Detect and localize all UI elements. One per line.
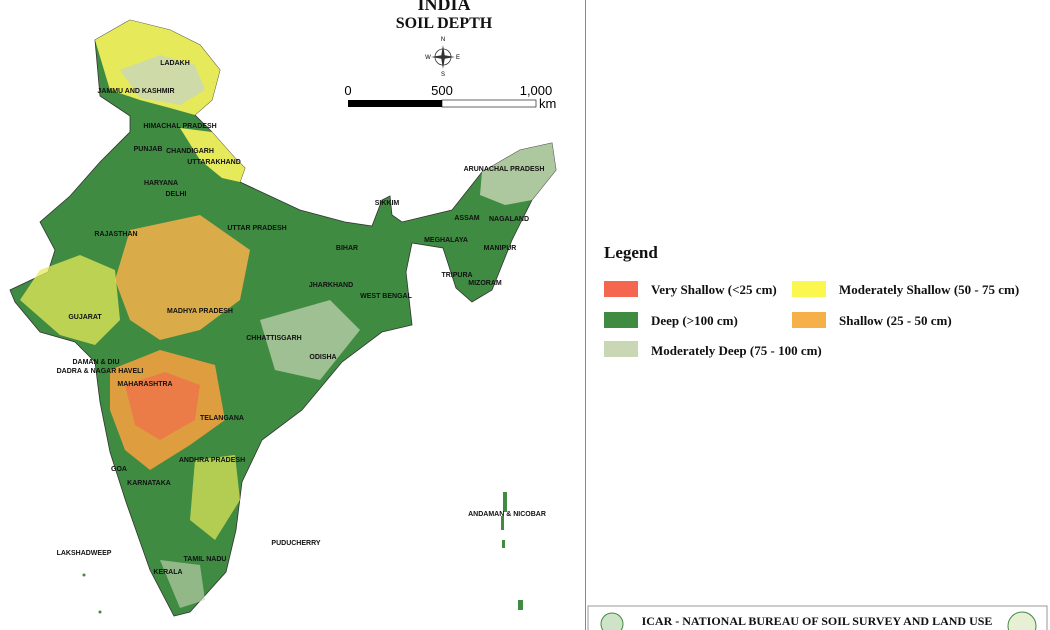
footer: ICAR - NATIONAL BUREAU OF SOIL SURVEY AN… — [587, 605, 1048, 630]
state-label: CHHATTISGARH — [246, 335, 301, 342]
scale-label: 500 — [431, 83, 453, 98]
compass-star — [431, 45, 455, 69]
zone-very-shallow — [125, 372, 200, 440]
state-label: ARUNACHAL PRADESH — [464, 166, 545, 173]
state-label: DELHI — [166, 191, 187, 198]
island — [98, 610, 102, 614]
map-title: INDIA — [417, 0, 470, 14]
state-label: ANDHRA PRADESH — [179, 457, 245, 464]
state-label: PUNJAB — [134, 146, 163, 153]
island — [503, 492, 507, 512]
state-label: ASSAM — [454, 215, 479, 222]
state-label: HARYANA — [144, 180, 178, 187]
compass-s: S — [441, 72, 445, 78]
state-label: BIHAR — [336, 245, 358, 252]
legend-title: Legend — [604, 243, 658, 262]
state-label: DADRA & NAGAR HAVELI — [57, 368, 144, 375]
legend-label: Shallow (25 - 50 cm) — [839, 313, 952, 328]
footer-box — [587, 605, 1048, 630]
state-label: MADHYA PRADESH — [167, 308, 233, 315]
zone-moderately-deep — [480, 143, 556, 205]
scale-unit: km — [539, 96, 556, 111]
compass-n: N — [441, 37, 445, 43]
state-label: GUJARAT — [68, 314, 102, 321]
island — [518, 600, 523, 610]
scale-label: 0 — [344, 83, 351, 98]
state-label: UTTAR PRADESH — [227, 225, 286, 232]
scale-segment — [441, 99, 537, 108]
legend-label: Moderately Deep (75 - 100 cm) — [651, 343, 822, 358]
state-label: TRIPURA — [441, 272, 472, 279]
india-map — [9, 19, 557, 617]
state-label: MAHARASHTRA — [117, 381, 172, 388]
state-label: MANIPUR — [484, 245, 517, 252]
state-label: WEST BENGAL — [360, 293, 412, 300]
state-label: KERALA — [153, 569, 182, 576]
zone-moderately-deep — [260, 300, 360, 380]
legend-swatch — [792, 312, 826, 328]
state-label: LADAKH — [160, 60, 190, 67]
map-subtitle: SOIL DEPTH — [396, 15, 493, 32]
state-label: HIMACHAL PRADESH — [143, 123, 216, 130]
compass-e: E — [456, 55, 460, 61]
state-label: NAGALAND — [489, 216, 529, 223]
state-label: KARNATAKA — [127, 480, 171, 487]
state-label: UTTARAKHAND — [187, 159, 241, 166]
state-label: MEGHALAYA — [424, 237, 468, 244]
legend-label: Deep (>100 cm) — [651, 313, 738, 328]
zone-moderately-shallow — [20, 255, 120, 345]
legend-swatch — [604, 281, 638, 297]
legend: Legend Very Shallow (<25 cm) Moderately … — [604, 243, 1019, 358]
zone-shallow — [115, 215, 250, 340]
legend-swatch — [792, 281, 826, 297]
state-label: ANDAMAN & NICOBAR — [468, 511, 546, 518]
state-label: MIZORAM — [468, 280, 502, 287]
legend-label: Moderately Shallow (50 - 75 cm) — [839, 282, 1019, 297]
state-label: TELANGANA — [200, 415, 244, 422]
island — [82, 573, 86, 577]
state-label: LAKSHADWEEP — [57, 550, 112, 557]
state-label: DAMAN & DIU — [72, 359, 119, 366]
state-labels: LADAKH JAMMU AND KASHMIR HIMACHAL PRADESH P… — [57, 60, 546, 576]
state-label: SIKKIM — [375, 200, 400, 207]
zone-moderately-shallow — [180, 128, 245, 182]
state-label: ODISHA — [309, 354, 336, 361]
footer-logo — [600, 612, 624, 630]
legend-swatch — [604, 312, 638, 328]
island — [501, 516, 504, 530]
state-label: RAJASTHAN — [94, 231, 137, 238]
scale-segment — [348, 100, 442, 107]
zone-moderately-deep — [160, 560, 205, 608]
footer-text: ICAR - NATIONAL BUREAU OF SOIL SURVEY AN… — [642, 614, 993, 628]
compass: N S E W — [425, 37, 460, 78]
state-label: TAMIL NADU — [184, 556, 227, 563]
state-label: GOA — [111, 466, 127, 473]
state-label: PUDUCHERRY — [271, 540, 320, 547]
legend-swatch — [604, 341, 638, 357]
island — [502, 540, 505, 548]
zone-moderately-shallow — [190, 455, 240, 540]
scale-bar: 0 500 1,000 km — [344, 83, 556, 111]
legend-label: Very Shallow (<25 cm) — [651, 282, 777, 297]
footer-logo — [1007, 611, 1037, 630]
islands — [82, 492, 523, 614]
state-label: JHARKHAND — [309, 282, 353, 289]
scale-label: 1,000 — [520, 83, 553, 98]
state-label: CHANDIGARH — [166, 148, 214, 155]
compass-w: W — [425, 55, 431, 61]
zone-moderately-deep — [120, 55, 205, 105]
state-label: JAMMU AND KASHMIR — [97, 88, 174, 95]
